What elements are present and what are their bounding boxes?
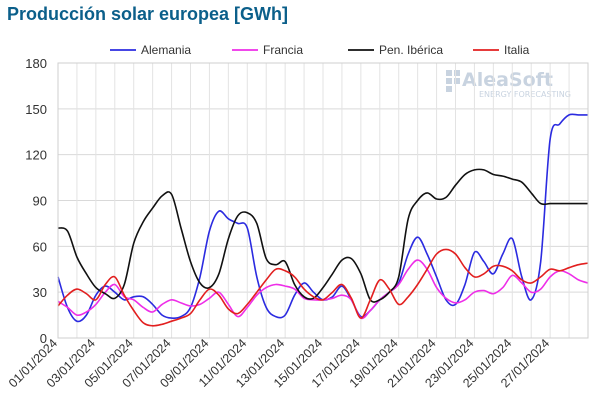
watermark-brand: AleaSoft (462, 69, 553, 91)
x-axis: 01/01/202403/01/202405/01/202407/01/2024… (6, 336, 552, 390)
aleasoft-watermark: AleaSoft ENERGY FORECASTING (446, 69, 571, 99)
chart-title: Producción solar europea [GWh] (7, 4, 289, 24)
y-tick-label: 90 (33, 194, 47, 209)
series-line-pen-iberica (57, 168, 588, 303)
chart-series (57, 113, 589, 327)
legend-label-pen-iberica: Pen. Ibérica (379, 43, 443, 57)
y-tick-label: 120 (25, 148, 47, 163)
y-tick-label: 150 (25, 102, 47, 117)
chart-legend: Alemania Francia Pen. Ibérica Italia (110, 43, 530, 57)
y-tick-label: 60 (33, 239, 47, 254)
plot-frame (57, 62, 589, 339)
legend-label-alemania: Alemania (141, 43, 191, 57)
y-tick-label: 180 (25, 56, 47, 71)
y-tick-label: 30 (33, 285, 47, 300)
y-axis: 0 30 60 90 120 150 180 (25, 56, 47, 346)
y-tick-label: 0 (40, 331, 47, 346)
watermark-tagline: ENERGY FORECASTING (479, 90, 571, 99)
legend-label-francia: Francia (263, 43, 303, 57)
series-line-italia (57, 248, 589, 327)
legend-label-italia: Italia (504, 43, 530, 57)
aleasoft-logo-icon (446, 70, 460, 92)
